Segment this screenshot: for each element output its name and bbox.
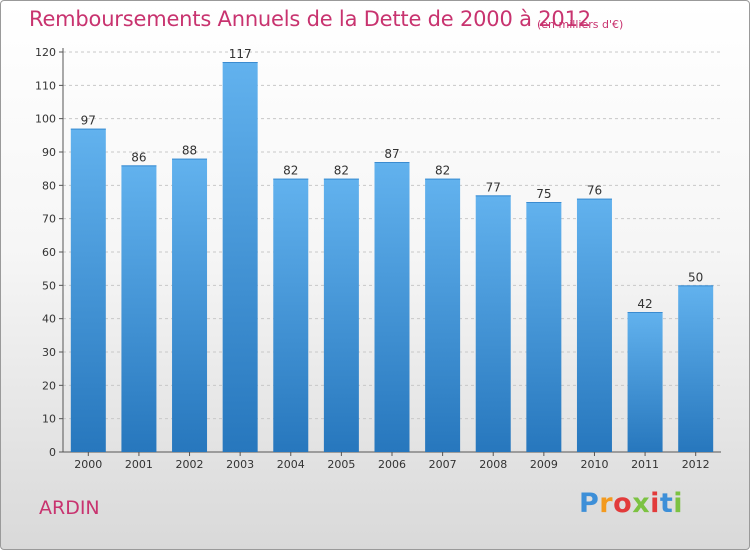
bar [425, 178, 461, 452]
proxiti-logo: Proxiti [579, 488, 683, 519]
bar [526, 202, 562, 452]
bar [323, 178, 359, 452]
bar [576, 198, 612, 452]
data-label: 42 [637, 297, 652, 311]
x-tick-label: 2002 [176, 458, 204, 471]
y-tick-label: 50 [42, 279, 56, 292]
y-tick-label: 80 [42, 179, 56, 192]
x-tick-label: 2011 [631, 458, 659, 471]
y-tick-label: 30 [42, 346, 56, 359]
bar [70, 128, 106, 452]
x-tick-label: 2005 [327, 458, 355, 471]
data-label: 75 [536, 187, 551, 201]
commune-name: ARDIN [39, 497, 100, 519]
data-label: 82 [435, 164, 450, 178]
data-label: 76 [587, 184, 602, 198]
x-tick-label: 2003 [226, 458, 254, 471]
y-tick-label: 110 [35, 79, 56, 92]
chart-subtitle: (en milliers d'€) [537, 18, 624, 31]
y-tick-label: 120 [35, 46, 56, 59]
y-tick-label: 20 [42, 379, 56, 392]
bar [475, 195, 511, 453]
y-tick-label: 90 [42, 146, 56, 159]
y-tick-label: 0 [49, 446, 56, 459]
y-tick-label: 100 [35, 113, 56, 126]
data-label: 87 [384, 147, 399, 161]
bar [627, 312, 663, 452]
data-label: 50 [688, 270, 703, 284]
logo-letter: t [659, 488, 674, 519]
data-label: 82 [334, 164, 349, 178]
x-tick-label: 2008 [479, 458, 507, 471]
x-tick-label: 2012 [682, 458, 710, 471]
logo-letter: i [673, 488, 684, 519]
data-label: 86 [131, 150, 146, 164]
bar [273, 178, 309, 452]
y-tick-label: 70 [42, 213, 56, 226]
labels: 97 2000 86 2001 88 2002 117 2003 82 2004 82 2005 87 2… [74, 47, 709, 471]
bar [121, 165, 157, 453]
data-label: 82 [283, 164, 298, 178]
bar [678, 285, 714, 452]
logo-letter: i [650, 488, 660, 519]
x-tick-label: 2009 [530, 458, 558, 471]
bar [222, 62, 258, 452]
data-label: 88 [182, 144, 197, 158]
bar [172, 158, 208, 452]
x-tick-label: 2010 [580, 458, 608, 471]
logo-letter: x [632, 488, 651, 519]
x-tick-label: 2006 [378, 458, 406, 471]
x-tick-label: 2001 [125, 458, 153, 471]
logo-letter: o [613, 488, 633, 519]
data-label: 97 [81, 114, 96, 128]
x-tick-label: 2000 [74, 458, 102, 471]
y-tick-label: 10 [42, 413, 56, 426]
logo-letter: r [599, 488, 614, 519]
data-label: 77 [486, 180, 501, 194]
logo-letter: P [579, 488, 600, 519]
bars [70, 62, 714, 453]
data-label: 117 [229, 47, 252, 61]
bar [374, 162, 410, 452]
chart-title: Remboursements Annuels de la Dette de 20… [29, 7, 591, 31]
y-tick-label: 40 [42, 313, 56, 326]
x-tick-label: 2007 [429, 458, 457, 471]
x-tick-label: 2004 [277, 458, 305, 471]
y-tick-label: 60 [42, 246, 56, 259]
